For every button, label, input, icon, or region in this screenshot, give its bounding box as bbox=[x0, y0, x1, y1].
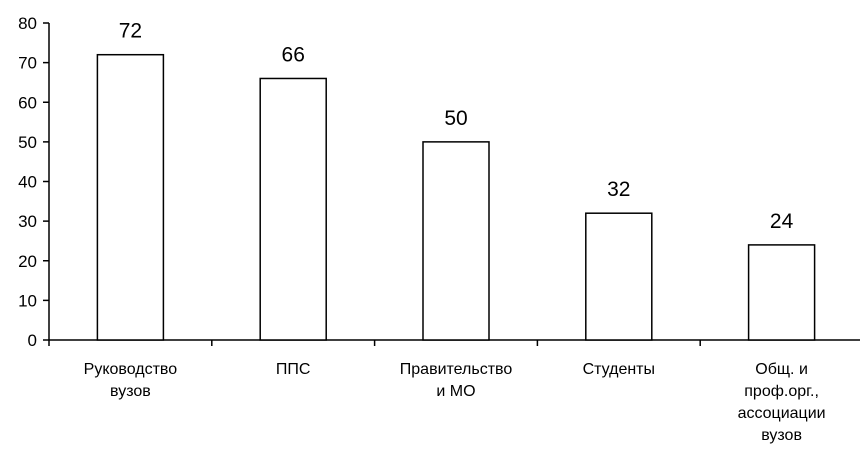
y-tick-label: 0 bbox=[28, 331, 37, 350]
category-label: проф.орг., bbox=[744, 383, 819, 400]
y-tick-label: 80 bbox=[18, 14, 37, 33]
y-tick-label: 50 bbox=[18, 133, 37, 152]
bar bbox=[747, 244, 816, 341]
data-labels: 72 66 50 32 24 bbox=[119, 20, 794, 233]
y-tick-label: 70 bbox=[18, 54, 37, 73]
bar bbox=[259, 77, 327, 341]
bar bbox=[585, 212, 653, 341]
bar bbox=[96, 53, 165, 341]
y-axis: 0 10 20 30 40 50 60 70 80 bbox=[18, 14, 50, 350]
category-label: вузов bbox=[761, 427, 802, 444]
bars bbox=[96, 53, 816, 341]
y-tick-label: 60 bbox=[18, 93, 37, 112]
y-tick-label: 10 bbox=[18, 291, 37, 310]
y-tick-label: 20 bbox=[18, 252, 37, 271]
category-label: и МО bbox=[436, 383, 475, 400]
category-label: Общ. и bbox=[755, 361, 808, 378]
bar-value-label: 66 bbox=[282, 43, 305, 66]
y-tick-label: 30 bbox=[18, 212, 37, 231]
bar-value-label: 32 bbox=[607, 178, 630, 201]
category-labels: Руководство вузов ППС Правительство и МО Студ… bbox=[84, 361, 826, 444]
bar-value-label: 24 bbox=[770, 210, 794, 233]
category-label: вузов bbox=[110, 383, 151, 400]
category-label: Правительство bbox=[400, 361, 513, 378]
category-label: Студенты bbox=[583, 361, 655, 378]
bar-value-label: 50 bbox=[444, 107, 467, 130]
category-label: Руководство bbox=[84, 361, 178, 378]
y-tick-label: 40 bbox=[18, 173, 37, 192]
bar bbox=[422, 141, 490, 341]
category-label: ППС bbox=[276, 361, 311, 378]
category-label: ассоциации bbox=[738, 405, 826, 422]
x-axis bbox=[48, 339, 860, 346]
bar-value-label: 72 bbox=[119, 20, 142, 43]
